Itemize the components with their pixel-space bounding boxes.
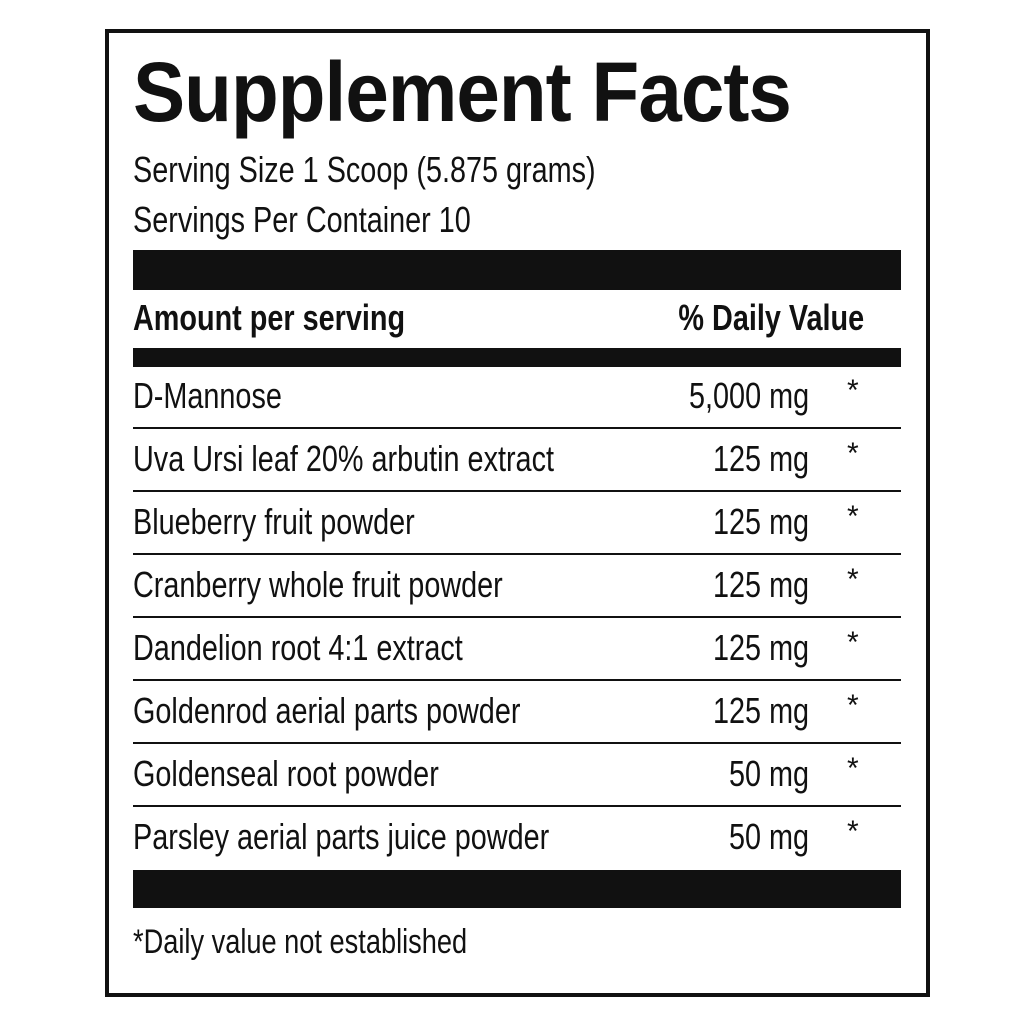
divider-bar — [133, 348, 901, 367]
ingredient-name: Goldenrod aerial parts powder — [133, 690, 521, 731]
ingredient-amount: 5,000 mg — [688, 375, 809, 416]
ingredient-dv: * — [847, 374, 859, 407]
ingredient-dv: * — [847, 437, 859, 470]
ingredient-amount: 125 mg — [712, 501, 809, 542]
ingredient-name: Uva Ursi leaf 20% arbutin extract — [133, 438, 554, 479]
ingredient-name: Cranberry whole fruit powder — [133, 564, 503, 605]
ingredient-amount: 125 mg — [712, 438, 809, 479]
ingredient-amount: 125 mg — [712, 564, 809, 605]
ingredient-name: Parsley aerial parts juice powder — [133, 816, 550, 857]
divider-bar — [133, 870, 901, 908]
ingredient-name: Goldenseal root powder — [133, 753, 439, 794]
ingredient-dv: * — [847, 626, 859, 659]
serving-size: Serving Size 1 Scoop (5.875 grams) — [133, 149, 596, 190]
header-amount: Amount per serving — [133, 297, 406, 338]
ingredient-dv: * — [847, 752, 859, 785]
servings-per-container: Servings Per Container 10 — [133, 199, 471, 240]
row-rule — [133, 616, 901, 618]
header-daily-value: % Daily Value — [678, 297, 864, 338]
ingredient-amount: 50 mg — [728, 816, 809, 857]
ingredient-amount: 125 mg — [712, 627, 809, 668]
ingredient-dv: * — [847, 815, 859, 848]
row-rule — [133, 742, 901, 744]
ingredient-dv: * — [847, 563, 859, 596]
row-rule — [133, 805, 901, 807]
row-rule — [133, 427, 901, 429]
footnote: *Daily value not established — [133, 923, 468, 961]
ingredient-dv: * — [847, 689, 859, 722]
row-rule — [133, 553, 901, 555]
row-rule — [133, 679, 901, 681]
ingredient-name: Dandelion root 4:1 extract — [133, 627, 463, 668]
row-rule — [133, 490, 901, 492]
title: Supplement Facts — [133, 45, 792, 139]
ingredient-dv: * — [847, 500, 859, 533]
ingredient-amount: 125 mg — [712, 690, 809, 731]
label-border — [105, 29, 930, 997]
ingredient-name: Blueberry fruit powder — [133, 501, 415, 542]
ingredient-amount: 50 mg — [728, 753, 809, 794]
ingredient-name: D-Mannose — [133, 375, 282, 416]
divider-bar — [133, 250, 901, 290]
